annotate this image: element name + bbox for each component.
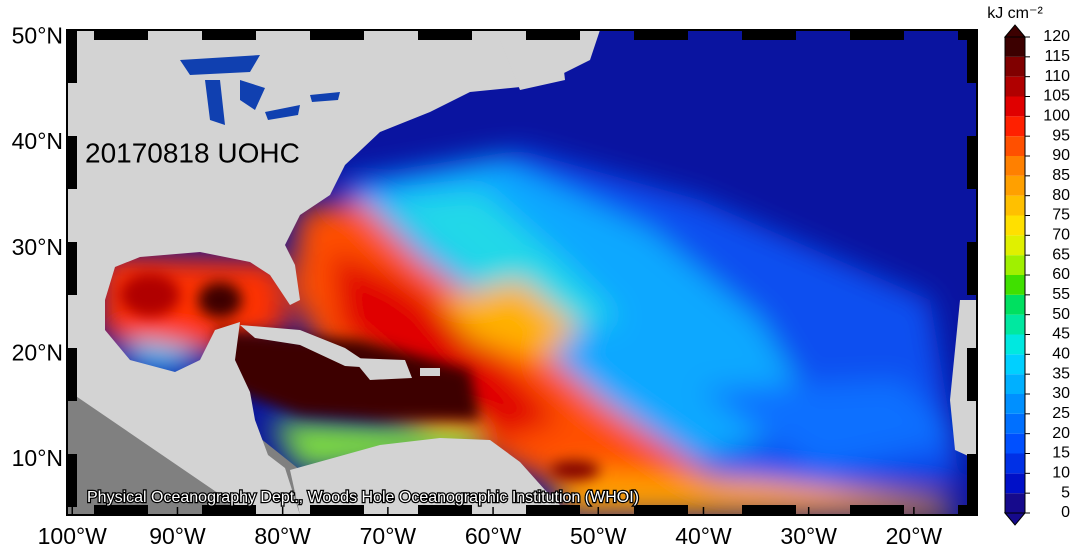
colorbar-segment [1005,413,1025,434]
colorbar-tick-label: 95 [1052,127,1070,144]
colorbar-segment [1005,433,1025,454]
x-tick-label: 50°W [570,523,627,549]
credit: Physical Oceanography Dept., Woods Hole … [87,489,639,506]
colorbar-tick-label: 110 [1044,68,1070,85]
colorbar-segment [1005,275,1025,295]
south-america [290,438,570,515]
y-tick-label: 10°N [12,445,63,471]
colorbar-tick-label: 50 [1052,306,1070,323]
africa [950,300,977,460]
great-lakes [180,55,340,125]
colorbar-segment [1005,493,1025,513]
colorbar-tick-label: 5 [1061,484,1070,501]
colorbar-segment [1005,56,1025,77]
colorbar-segment [1005,37,1025,57]
colorbar-segment [1005,116,1025,137]
map-field [67,30,977,515]
colorbar-tick-label: 0 [1061,504,1070,521]
colorbar-segment [1005,235,1025,256]
colorbar-tick-label: 20 [1052,425,1070,442]
map-title: 20170818 UOHC [85,137,300,168]
colorbar-tick-label: 15 [1052,445,1070,462]
colorbar-tick-label: 55 [1052,286,1070,303]
x-tick-label: 60°W [465,523,522,549]
colorbar-segment [1005,294,1025,315]
colorbar-segment [1005,354,1025,375]
colorbar-segment [1005,334,1025,355]
colorbar-segment [1005,76,1025,97]
colorbar-segment [1005,473,1025,494]
colorbar-segment [1005,453,1025,474]
colorbar-min-arrow [1003,512,1027,526]
colorbar-tick-label: 80 [1052,187,1070,204]
x-tick-label: 90°W [149,523,206,549]
puerto-rico [420,368,440,376]
colorbar-segment [1005,374,1025,394]
x-tick-label: 20°W [886,523,943,549]
x-tick-label: 30°W [780,523,837,549]
colorbar-tick-label: 45 [1052,326,1070,343]
colorbar-segment [1005,215,1025,236]
heat-field [100,150,960,515]
colorbar-segment [1005,156,1025,176]
y-tick-label: 50°N [12,22,63,48]
hispaniola [352,358,412,380]
north-america [67,30,600,515]
colorbar-segment [1005,96,1025,117]
colorbar-tick-label: 10 [1052,465,1070,482]
colorbar-tick-label: 30 [1052,385,1070,402]
colorbar-tick-label: 40 [1052,346,1070,363]
x-tick-label: 40°W [675,523,732,549]
colorbar-tick-label: 85 [1052,167,1070,184]
colorbar-segment [1005,195,1025,216]
colorbar-tick-label: 105 [1043,88,1070,105]
colorbar-tick-label: 60 [1052,266,1070,283]
colorbar-tick-label: 35 [1052,365,1070,382]
colorbar-max-arrow [1003,24,1027,38]
heat-core [120,273,600,480]
y-tick-label: 20°N [12,339,63,365]
colorbar-segment [1005,136,1025,156]
colorbar-segment [1005,394,1025,414]
y-tick-label: 40°N [12,128,63,154]
colorbar-tick-label: 100 [1043,108,1070,125]
colorbar-unit: kJ cm⁻² [987,5,1043,22]
colorbar-tick-label: 75 [1052,207,1070,224]
colorbar-tick-label: 25 [1052,405,1070,422]
x-tick-label: 100°W [38,523,108,549]
colorbar-segment [1005,314,1025,335]
colorbar-segment [1005,255,1025,275]
x-tick-label: 70°W [360,523,417,549]
colorbar-tick-label: 120 [1043,28,1070,45]
colorbar-tick-label: 115 [1044,48,1070,65]
x-tick-label: 80°W [254,523,311,549]
cuba [240,325,375,368]
colorbar-tick-label: 70 [1052,227,1070,244]
colorbar-tick-label: 90 [1052,147,1070,164]
frame-checker [67,30,977,515]
colorbar-tick-label: 65 [1052,246,1070,263]
colorbar-segment [1005,175,1025,196]
y-tick-label: 30°N [12,234,63,260]
newfoundland [500,35,565,90]
